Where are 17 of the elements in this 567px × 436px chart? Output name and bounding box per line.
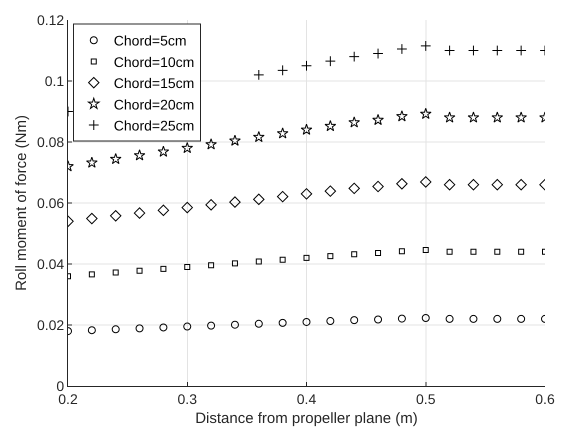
legend-label: Chord=20cm: [114, 96, 194, 112]
x-tick-label: 0.4: [296, 390, 316, 407]
legend-label: Chord=5cm: [114, 32, 187, 49]
y-tick-label: 0.12: [36, 12, 64, 28]
y-tick-label: 0.1: [44, 72, 64, 89]
y-tick-label: 0.08: [36, 134, 64, 150]
x-tick-label: 0.3: [178, 390, 198, 407]
y-tick-label: 0.06: [36, 194, 64, 211]
x-axis-title: Distance from propeller plane (m): [195, 410, 418, 427]
x-tick-label: 0.6: [535, 390, 555, 407]
legend-label: Chord=25cm: [114, 118, 194, 134]
y-tick-label: 0.04: [36, 256, 64, 272]
legend-label: Chord=15cm: [114, 75, 194, 92]
y-axis-title: Roll moment of force (Nm): [13, 115, 30, 291]
y-tick-label: 0.02: [36, 316, 64, 333]
x-tick-label: 0.5: [416, 390, 436, 407]
legend-label: Chord=10cm: [114, 54, 194, 70]
